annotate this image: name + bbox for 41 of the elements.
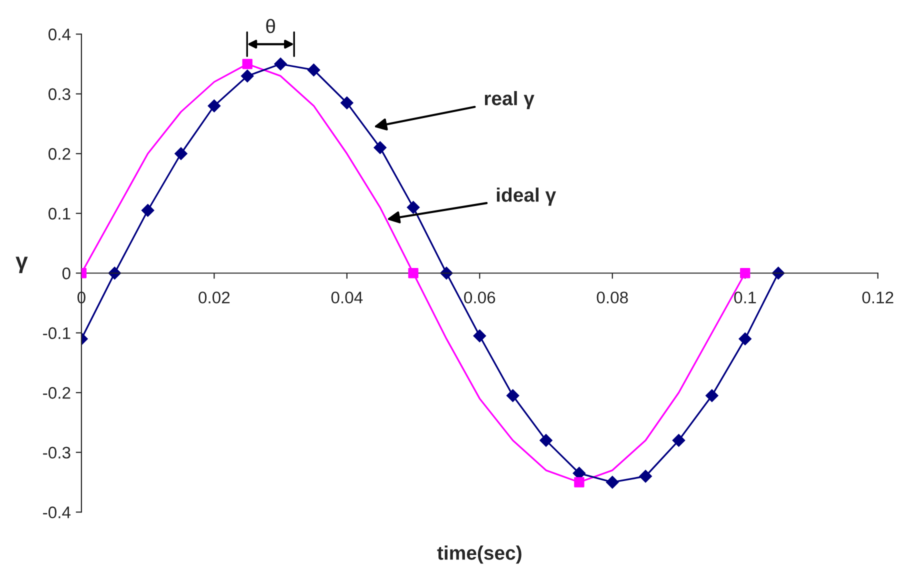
x-tick-label: 0.02 [198,292,230,304]
y-tick-label: 0.3 [48,88,70,100]
y-axis-title: γ [16,256,28,274]
y-tick-label: -0.2 [43,387,70,399]
point [740,268,750,278]
x-tick-label: 0.04 [331,292,363,304]
x-tick-label: 0.06 [464,292,496,304]
y-tick-label: -0.1 [43,327,70,340]
point [738,332,752,346]
y-tick-label: 0 [62,268,70,280]
x-tick-label: 0.12 [862,292,894,304]
y-tick-label: 0.2 [48,148,70,160]
point [672,434,686,447]
point [174,147,188,160]
y-tick-label: -0.3 [43,446,70,459]
point [606,476,619,489]
point [574,477,584,488]
point [406,200,420,214]
point [307,64,320,76]
text: θ [266,18,275,34]
point [639,470,652,483]
point [473,329,486,342]
x-tick-label: 0.08 [596,292,628,304]
point [706,389,718,402]
point [141,204,154,217]
annotation: ideal γ [496,188,556,206]
point [208,99,221,112]
y-tick-label: -0.4 [43,506,71,518]
point [408,268,418,278]
point [274,58,287,70]
point [242,58,252,70]
point [340,96,354,110]
y-tick-label: 0.4 [48,28,71,40]
x-axis-title: time(sec) [437,546,522,564]
y-tick-label: 0.1 [48,208,70,220]
x-tick-label: 0.1 [734,292,756,304]
point [506,389,520,402]
annotation: real γ [484,91,534,110]
point [374,141,387,154]
point [240,70,254,82]
point [540,434,552,447]
